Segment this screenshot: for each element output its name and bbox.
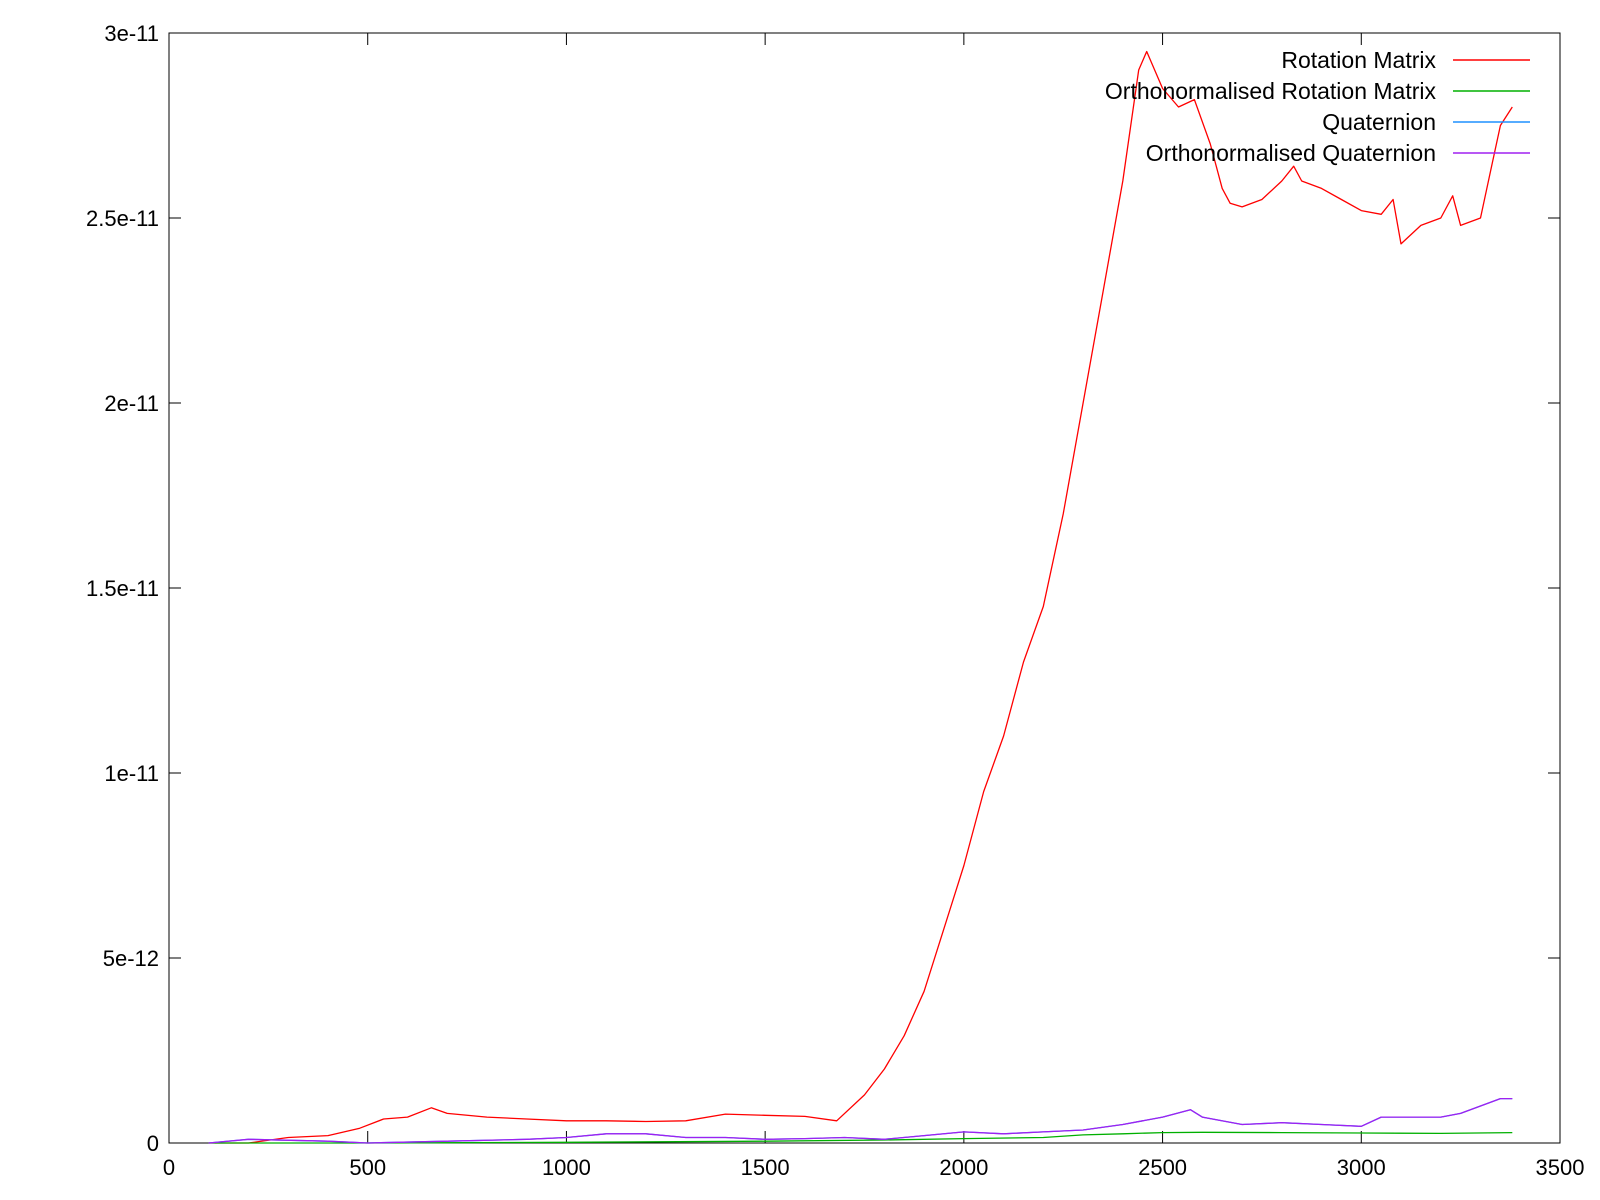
x-tick-label: 1500: [741, 1155, 790, 1180]
x-tick-label: 3000: [1337, 1155, 1386, 1180]
y-tick-label: 3e-11: [104, 21, 159, 46]
y-tick-label: 1.5e-11: [86, 576, 159, 601]
legend: Rotation Matrix Orthonormalised Rotation …: [1105, 47, 1530, 166]
legend-label-orthonormalised-rotation-matrix: Orthonormalised Rotation Matrix: [1105, 78, 1437, 104]
axis-tick-labels: 0 500 1000 1500 2000 2500 3000 3500 0 5e-12 1e-11 1…: [86, 21, 1584, 1180]
plot-frame: [168, 32, 1561, 1144]
series-line-orthonormalised-quaternion: [208, 1097, 1513, 1144]
y-tick-label: 2.5e-11: [86, 206, 159, 231]
series-lines: [208, 50, 1513, 1144]
x-tick-label: 2500: [1138, 1155, 1187, 1180]
x-tick-label: 0: [163, 1155, 175, 1180]
x-tick-label: 500: [349, 1155, 386, 1180]
axis-ticks: [168, 32, 1561, 1144]
x-tick-label: 3500: [1536, 1155, 1585, 1180]
y-tick-label: 5e-12: [103, 946, 159, 971]
x-tick-label: 2000: [939, 1155, 988, 1180]
y-tick-label: 0: [147, 1131, 159, 1156]
series-line-quaternion: [208, 1097, 1513, 1144]
y-tick-label: 2e-11: [104, 391, 159, 416]
legend-label-rotation-matrix: Rotation Matrix: [1281, 47, 1436, 73]
y-tick-label: 1e-11: [104, 761, 159, 786]
x-tick-label: 1000: [542, 1155, 591, 1180]
legend-label-orthonormalised-quaternion: Orthonormalised Quaternion: [1146, 140, 1436, 166]
series-line-orthonormalised-rotation-matrix: [208, 1131, 1513, 1144]
legend-label-quaternion: Quaternion: [1322, 109, 1436, 135]
series-line-rotation-matrix: [208, 50, 1513, 1144]
